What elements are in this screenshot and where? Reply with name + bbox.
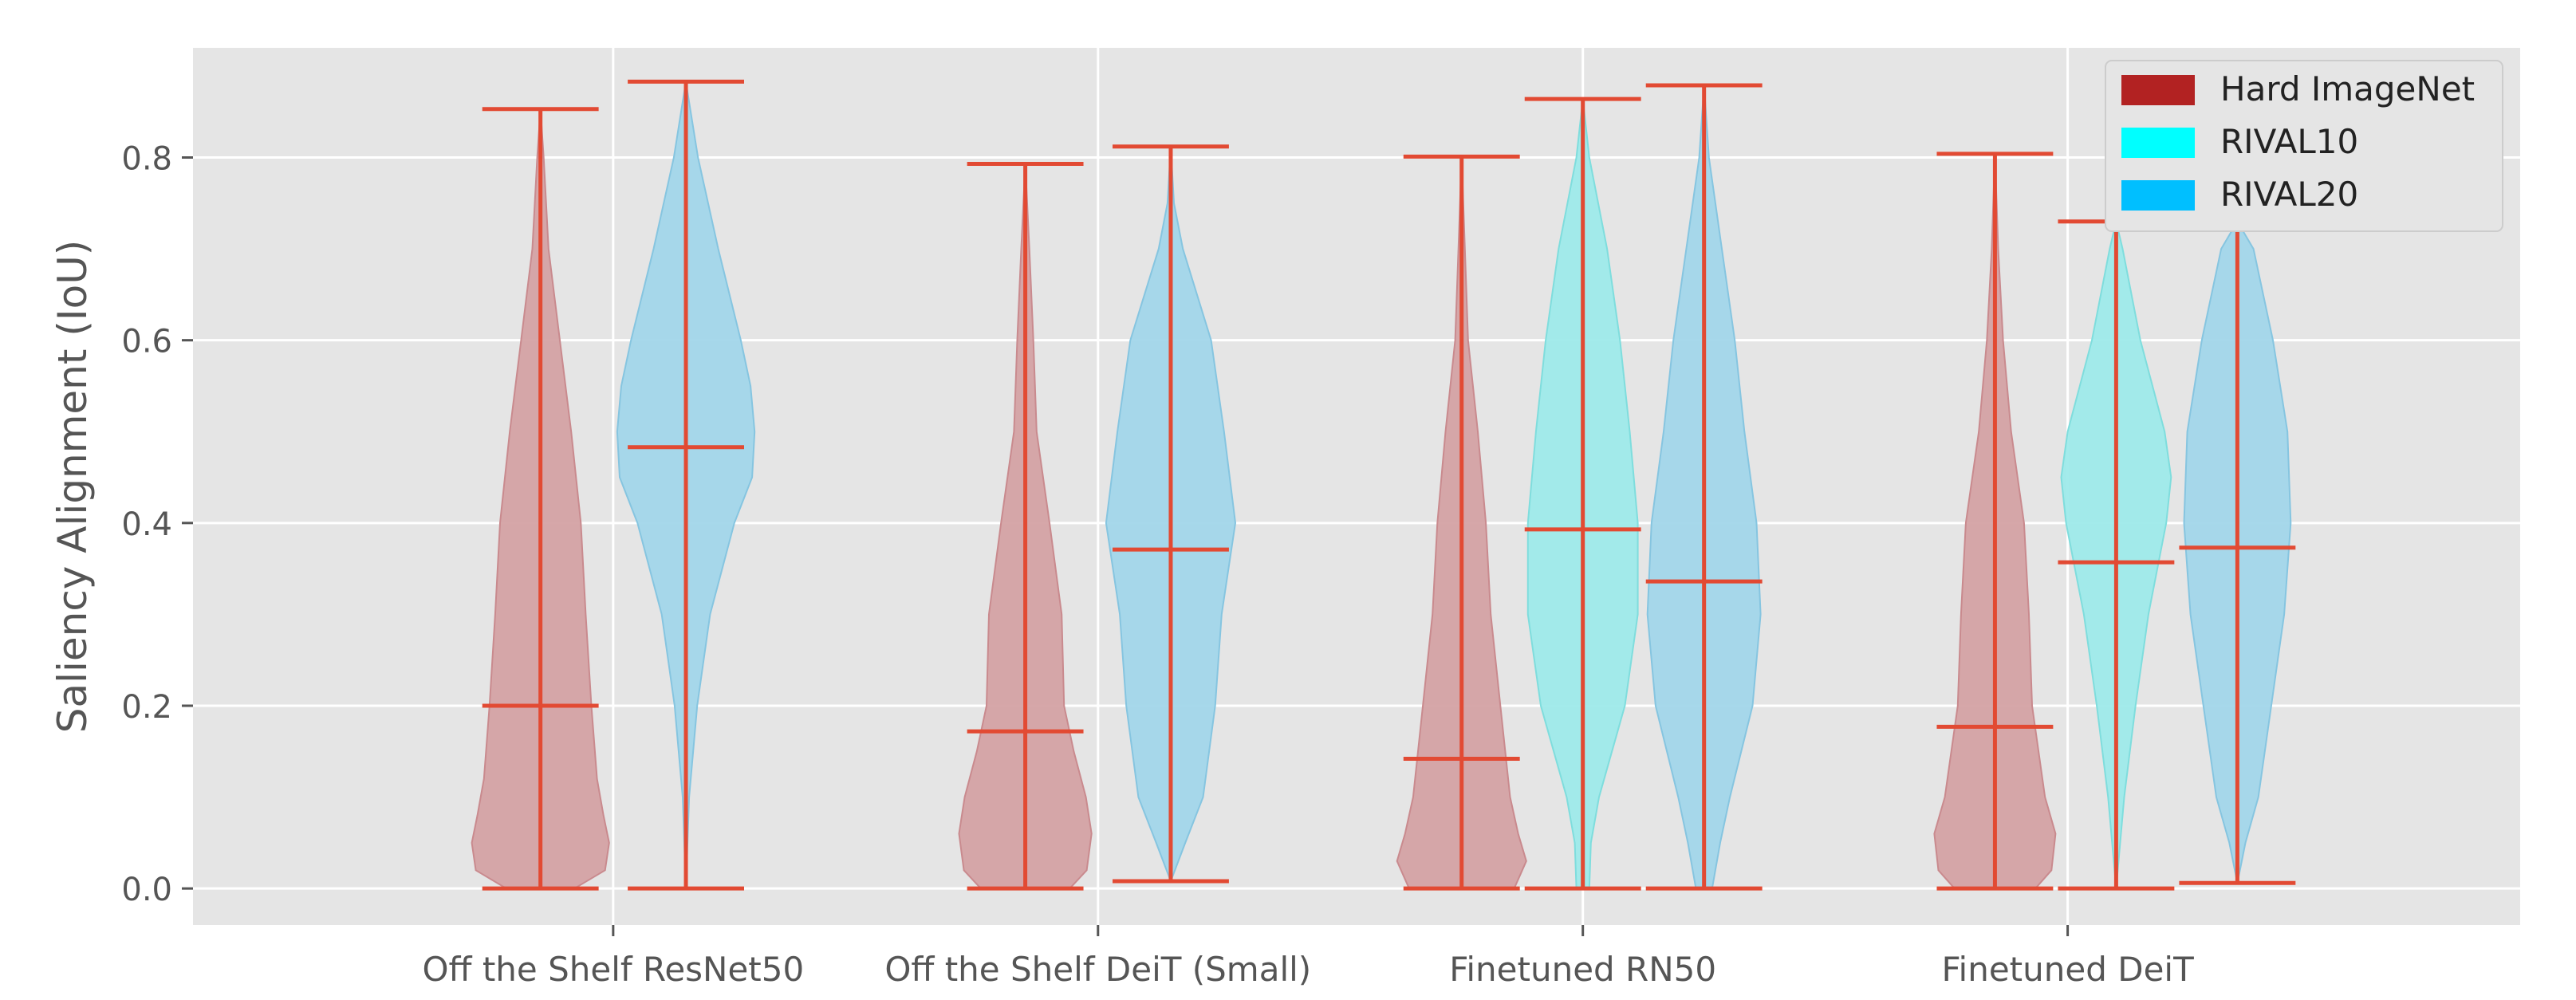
y-axis-label: Saliency Alignment (IoU) — [49, 240, 96, 734]
violin-stat-lines — [482, 79, 2296, 891]
x-tick-label: Finetuned RN50 — [1449, 950, 1716, 989]
y-tick-label: 0.6 — [121, 324, 172, 360]
y-tick-label: 0.2 — [121, 689, 172, 726]
legend: Hard ImageNet RIVAL10 RIVAL20 — [2105, 60, 2503, 232]
y-tick-labels: 0.0 0.2 0.4 0.6 0.8 — [121, 141, 193, 908]
legend-swatch — [2121, 128, 2195, 158]
legend-swatch — [2121, 180, 2195, 211]
y-tick-label: 0.8 — [121, 141, 172, 178]
y-tick-label: 0.4 — [121, 506, 172, 543]
x-tick-label: Off the Shelf DeiT (Small) — [884, 950, 1311, 989]
legend-swatch — [2121, 75, 2195, 105]
y-tick-label: 0.0 — [121, 872, 172, 908]
legend-label: RIVAL20 — [2220, 175, 2358, 214]
x-tick-label: Finetuned DeiT — [1941, 950, 2194, 989]
legend-label: Hard ImageNet — [2220, 69, 2475, 108]
legend-label: RIVAL10 — [2220, 122, 2358, 161]
x-tick-labels: Off the Shelf ResNet50 Off the Shelf DeiT… — [422, 925, 2194, 989]
legend-box — [2105, 60, 2503, 232]
x-tick-label: Off the Shelf ResNet50 — [422, 950, 804, 989]
